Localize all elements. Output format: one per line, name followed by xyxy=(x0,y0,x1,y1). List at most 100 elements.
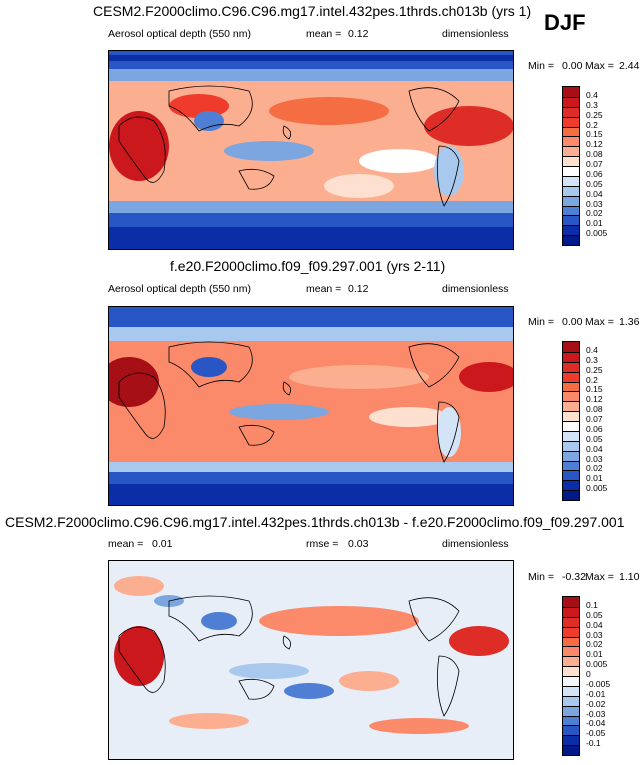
colorbar-segment xyxy=(563,616,579,627)
panel-2-colorbar xyxy=(562,341,580,501)
panel-3-min-value: -0.32 xyxy=(562,571,586,583)
colorbar-segment xyxy=(563,636,579,647)
panel-3-rmse-label: rmse = xyxy=(306,538,339,550)
panel-3-min-label: Min = xyxy=(528,571,554,583)
colorbar-tick-label: 0.06 xyxy=(586,423,603,434)
panel-1-units: dimensionless xyxy=(442,28,509,40)
colorbar-tick-label: 0.07 xyxy=(586,414,603,424)
colorbar-segment xyxy=(563,225,579,236)
colorbar-tick-label: 0.03 xyxy=(586,629,603,640)
colorbar-tick-label: 0.02 xyxy=(586,208,603,219)
colorbar-tick-label: 0.03 xyxy=(586,453,603,464)
colorbar-segment xyxy=(563,205,579,216)
colorbar-segment xyxy=(563,597,579,607)
colorbar-tick-label: 0.1 xyxy=(586,599,598,610)
panel-1-map xyxy=(108,50,514,250)
colorbar-segment xyxy=(563,685,579,696)
panel-2-title: f.e20.F2000climo.f09_f09.297.001 (yrs 2-… xyxy=(170,258,446,274)
colorbar-tick-label: 0.06 xyxy=(586,168,603,179)
colorbar-segment xyxy=(563,195,579,206)
colorbar-segment xyxy=(563,87,579,97)
panel-1-title: CESM2.F2000climo.C96.C96.mg17.intel.432p… xyxy=(93,3,532,19)
colorbar-segment xyxy=(563,166,579,176)
colorbar-tick-label: -0.03 xyxy=(586,708,606,719)
colorbar-tick-label: 0.08 xyxy=(586,404,603,415)
colorbar-tick-label: 0.005 xyxy=(586,483,608,494)
panel-3-max-value: 1.10 xyxy=(619,571,640,583)
colorbar-segment xyxy=(563,705,579,716)
colorbar-segment xyxy=(563,185,579,196)
panel-3-mean-label: mean = xyxy=(108,538,144,550)
colorbar-segment xyxy=(563,480,579,491)
colorbar-tick-label: 0.01 xyxy=(586,649,603,660)
colorbar-segment xyxy=(563,666,579,676)
panel-2-min-value: 0.00 xyxy=(562,316,583,328)
panel-1-min-label: Min = xyxy=(528,60,554,72)
panel-2-map xyxy=(108,306,514,506)
colorbar-tick-label: 0.25 xyxy=(586,109,603,120)
colorbar-tick-label: 0.01 xyxy=(586,218,603,229)
colorbar-tick-label: 0.05 xyxy=(586,433,603,444)
colorbar-tick-label: 0.25 xyxy=(586,364,603,375)
colorbar-segment xyxy=(563,215,579,226)
panel-2-mean-value: 0.12 xyxy=(348,283,369,295)
colorbar-segment xyxy=(563,715,579,726)
panel-2-max-label: Max = xyxy=(585,316,614,328)
colorbar-segment xyxy=(563,351,579,362)
colorbar-tick-label: 0.2 xyxy=(586,119,598,130)
colorbar-segment xyxy=(563,725,579,736)
colorbar-segment xyxy=(563,126,579,137)
colorbar-tick-label: 0.02 xyxy=(586,639,603,650)
colorbar-tick-label: -0.05 xyxy=(586,728,606,739)
colorbar-segment xyxy=(563,175,579,186)
colorbar-segment xyxy=(563,116,579,127)
colorbar-segment xyxy=(563,470,579,481)
colorbar-segment xyxy=(563,156,579,166)
colorbar-tick-label: -0.04 xyxy=(586,718,606,729)
colorbar-tick-label: 0.02 xyxy=(586,463,603,474)
season-label: DJF xyxy=(544,10,586,35)
colorbar-segment xyxy=(563,440,579,451)
colorbar-tick-label: 0.005 xyxy=(586,228,608,239)
colorbar-tick-label: 0.01 xyxy=(586,473,603,484)
colorbar-tick-label: 0.15 xyxy=(586,384,603,395)
colorbar-tick-label: 0 xyxy=(586,669,591,679)
colorbar-segment xyxy=(563,235,579,245)
colorbar-segment xyxy=(563,381,579,392)
colorbar-tick-label: -0.02 xyxy=(586,698,606,709)
colorbar-segment xyxy=(563,735,579,746)
colorbar-segment xyxy=(563,626,579,637)
colorbar-segment xyxy=(563,411,579,421)
colorbar-tick-label: 0.15 xyxy=(586,129,603,140)
colorbar-segment xyxy=(563,421,579,431)
colorbar-tick-label: 0.4 xyxy=(586,344,598,355)
panel-1-max-value: 2.44 xyxy=(619,60,640,72)
panel-3-mean-value: 0.01 xyxy=(152,538,173,550)
colorbar-tick-label: 0.3 xyxy=(586,99,598,110)
colorbar-segment xyxy=(563,745,579,755)
colorbar-segment xyxy=(563,342,579,352)
colorbar-tick-label: 0.07 xyxy=(586,159,603,169)
panel-3-rmse-value: 0.03 xyxy=(348,538,369,550)
colorbar-segment xyxy=(563,401,579,412)
panel-2-min-label: Min = xyxy=(528,316,554,328)
colorbar-tick-label: 0.3 xyxy=(586,354,598,365)
colorbar-tick-label: 0.4 xyxy=(586,89,598,100)
panel-1-max-label: Max = xyxy=(585,60,614,72)
colorbar-tick-label: 0.2 xyxy=(586,374,598,385)
colorbar-segment xyxy=(563,361,579,372)
colorbar-tick-label: 0.04 xyxy=(586,188,603,199)
colorbar-tick-label: 0.05 xyxy=(586,609,603,620)
colorbar-segment xyxy=(563,430,579,441)
panel-3-title: CESM2.F2000climo.C96.C96.mg17.intel.432p… xyxy=(5,514,625,530)
panel-1-min-value: 0.00 xyxy=(562,60,583,72)
colorbar-segment xyxy=(563,146,579,157)
panel-3-map xyxy=(108,560,514,760)
colorbar-segment xyxy=(563,695,579,706)
colorbar-segment xyxy=(563,646,579,657)
colorbar-segment xyxy=(563,106,579,117)
colorbar-tick-label: 0.12 xyxy=(586,139,603,150)
colorbar-tick-label: -0.01 xyxy=(586,688,606,699)
panel-3-max-label: Max = xyxy=(585,571,614,583)
panel-3-units: dimensionless xyxy=(442,538,509,550)
